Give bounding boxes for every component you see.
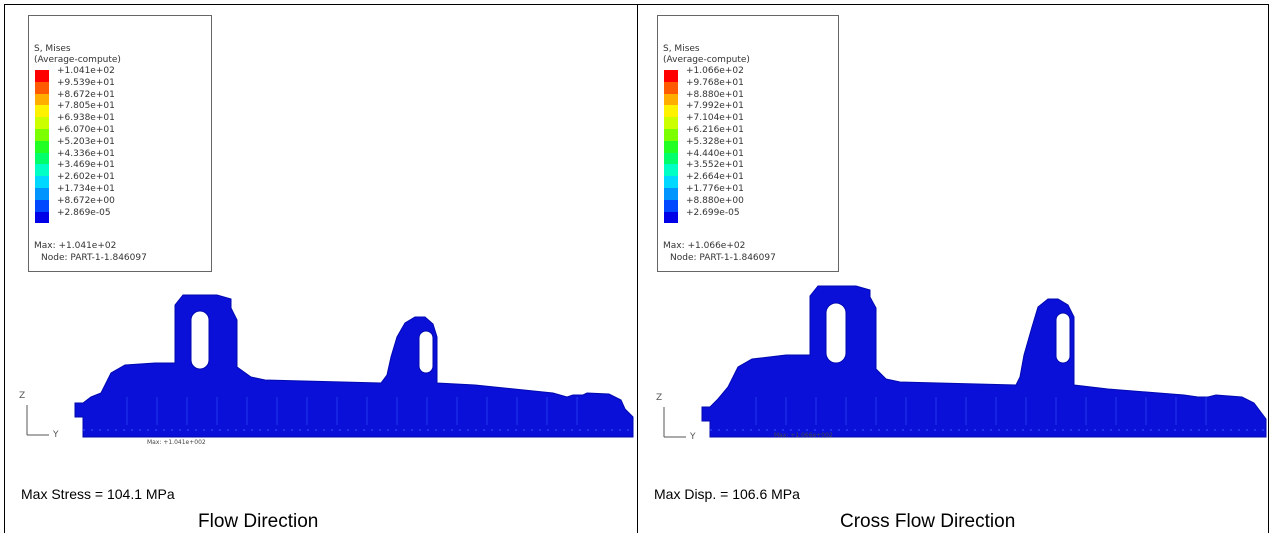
legend-value: +7.104e+01 (686, 113, 744, 124)
legend-swatch (35, 105, 49, 118)
rib-lines (126, 397, 578, 425)
legend-title: S, Mises (663, 44, 700, 54)
frame-divider (637, 4, 638, 533)
legend-swatch (664, 128, 678, 141)
right-lug-hole (1055, 312, 1071, 364)
legend-value: +7.992e+01 (686, 101, 744, 112)
legend-value: +4.336e+01 (57, 148, 115, 159)
rib-lines (755, 397, 1207, 425)
legend-swatch (35, 140, 49, 153)
fe-model-view (26, 294, 634, 438)
legend-value: +5.203e+01 (57, 136, 115, 147)
legend-value: +2.602e+01 (57, 172, 115, 183)
panel-flow-direction: S, Mises (Average-compute) +1.041e+02 +9… (5, 5, 637, 533)
legend-swatch (664, 164, 678, 177)
legend-node: Node: PART-1-1.846097 (41, 253, 147, 263)
legend-swatch (664, 117, 678, 129)
legend-swatch (664, 70, 678, 82)
legend-value: +2.869e-05 (57, 207, 111, 218)
direction-label: Flow Direction (198, 511, 319, 532)
legend-value: +2.699e-05 (686, 207, 740, 218)
legend-title: S, Mises (34, 44, 71, 54)
panel-cross-flow-direction: S, Mises (Average-compute) +1.066e+02 +9… (638, 5, 1268, 533)
legend-color-scale (664, 70, 678, 224)
legend-swatch (664, 152, 678, 165)
legend-subtitle: (Average-compute) (34, 55, 121, 65)
legend-value: +9.539e+01 (57, 77, 115, 88)
model-body (701, 285, 1267, 438)
legend-swatch (35, 164, 49, 177)
fe-model-view (663, 285, 1267, 438)
legend-value: +1.734e+01 (57, 183, 115, 194)
stress-legend: S, Mises (Average-compute) +1.066e+02 +9… (657, 15, 839, 272)
legend-value: +2.664e+01 (686, 172, 744, 183)
legend-max: Max: +1.066e+02 (663, 241, 746, 251)
legend-value: +1.041e+02 (57, 66, 115, 76)
legend-value: +6.938e+01 (57, 113, 115, 124)
stress-legend: S, Mises (Average-compute) +1.041e+02 +9… (28, 15, 212, 272)
legend-swatch (35, 199, 49, 212)
legend-swatch (664, 81, 678, 94)
frame-border-left (4, 4, 5, 533)
bracket-model (74, 294, 634, 438)
legend-node: Node: PART-1-1.846097 (670, 253, 776, 263)
legend-swatch (664, 187, 678, 200)
legend-values: +1.041e+02 +9.539e+01 +8.672e+01 +7.805e… (57, 66, 115, 219)
legend-swatch (35, 187, 49, 200)
legend-swatch (664, 211, 678, 224)
axis-triad (663, 407, 686, 438)
legend-value: +5.328e+01 (686, 136, 744, 147)
legend-value: +7.805e+01 (57, 101, 115, 112)
legend-swatch (35, 211, 49, 224)
max-marker-label: Max: +1.041e+002 (147, 439, 206, 446)
max-marker-label: Max: +1.066e+002 (774, 432, 833, 439)
axis-y-label: Y (690, 432, 696, 442)
legend-swatch (35, 93, 49, 106)
frame-border-right (1268, 4, 1269, 533)
legend-value: +1.776e+01 (686, 183, 744, 194)
legend-swatch (35, 70, 49, 82)
legend-values: +1.066e+02 +9.768e+01 +8.880e+01 +7.992e… (686, 66, 744, 219)
max-disp-caption: Max Disp. = 106.6 MPa (654, 486, 800, 502)
max-stress-caption: Max Stress = 104.1 MPa (21, 486, 175, 502)
legend-value: +1.066e+02 (686, 66, 744, 76)
model-body (74, 294, 634, 438)
legend-value: +8.880e+00 (686, 195, 744, 206)
legend-swatch (35, 128, 49, 141)
legend-value: +8.672e+00 (57, 195, 115, 206)
frame-border-top (4, 4, 1269, 5)
right-lug-hole (418, 330, 434, 374)
legend-value: +3.552e+01 (686, 160, 744, 171)
legend-value: +3.469e+01 (57, 160, 115, 171)
bracket-model (701, 285, 1267, 438)
left-lug-hole (190, 310, 210, 370)
legend-subtitle: (Average-compute) (663, 55, 750, 65)
legend-value: +6.216e+01 (686, 124, 744, 135)
legend-swatch (35, 81, 49, 94)
legend-value: +6.070e+01 (57, 124, 115, 135)
legend-value: +8.672e+01 (57, 89, 115, 100)
legend-swatch (35, 117, 49, 129)
legend-swatch (35, 152, 49, 165)
legend-swatch (35, 176, 49, 188)
legend-swatch (664, 105, 678, 118)
legend-swatch (664, 140, 678, 153)
axis-z-label: Z (19, 391, 26, 401)
legend-swatch (664, 93, 678, 106)
axis-triad (26, 405, 49, 436)
legend-swatch (664, 176, 678, 188)
legend-value: +9.768e+01 (686, 77, 744, 88)
legend-color-scale (35, 70, 49, 224)
legend-max: Max: +1.041e+02 (34, 241, 117, 251)
legend-swatch (664, 199, 678, 212)
left-lug-hole (825, 302, 847, 364)
legend-value: +8.880e+01 (686, 89, 744, 100)
axis-y-label: Y (53, 430, 59, 440)
direction-label: Cross Flow Direction (840, 511, 1016, 532)
axis-z-label: Z (656, 393, 663, 403)
legend-value: +4.440e+01 (686, 148, 744, 159)
